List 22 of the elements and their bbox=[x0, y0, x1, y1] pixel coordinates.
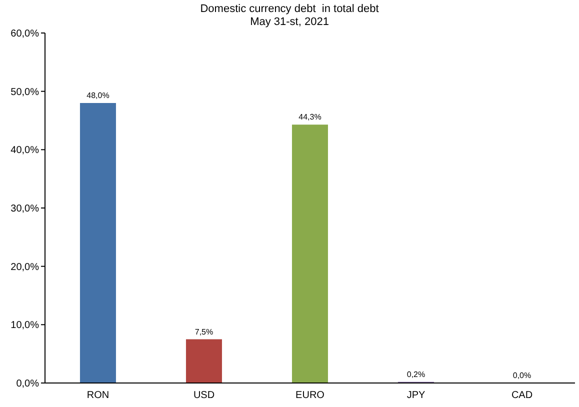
y-tick-label: 50,0% bbox=[10, 86, 40, 98]
data-label: 7,5% bbox=[194, 327, 214, 336]
bar bbox=[80, 103, 116, 383]
x-tick-label: JPY bbox=[406, 390, 426, 402]
y-tick-label: 60,0% bbox=[10, 28, 40, 40]
bar bbox=[186, 339, 222, 383]
data-label: 0,0% bbox=[512, 371, 532, 380]
chart-subtitle: May 31-st, 2021 bbox=[249, 16, 330, 29]
y-tick-label: 40,0% bbox=[10, 145, 40, 156]
x-tick-label: RON bbox=[86, 390, 110, 402]
data-label: 44,3% bbox=[298, 112, 322, 122]
y-tick-label: 30,0% bbox=[10, 204, 40, 215]
chart-title: Domestic currency debt in total debt bbox=[199, 3, 380, 16]
x-tick-label: CAD bbox=[511, 390, 533, 402]
x-tick-label: EURO bbox=[296, 390, 325, 402]
y-tick-label: 0,0% bbox=[16, 378, 40, 390]
y-tick-label: 10,0% bbox=[10, 320, 40, 332]
data-label: 48,0% bbox=[86, 91, 110, 100]
data-label: 0,2% bbox=[406, 370, 426, 379]
bar bbox=[292, 124, 328, 383]
x-tick-label: USD bbox=[193, 390, 215, 402]
y-tick-label: 20,0% bbox=[10, 262, 40, 273]
